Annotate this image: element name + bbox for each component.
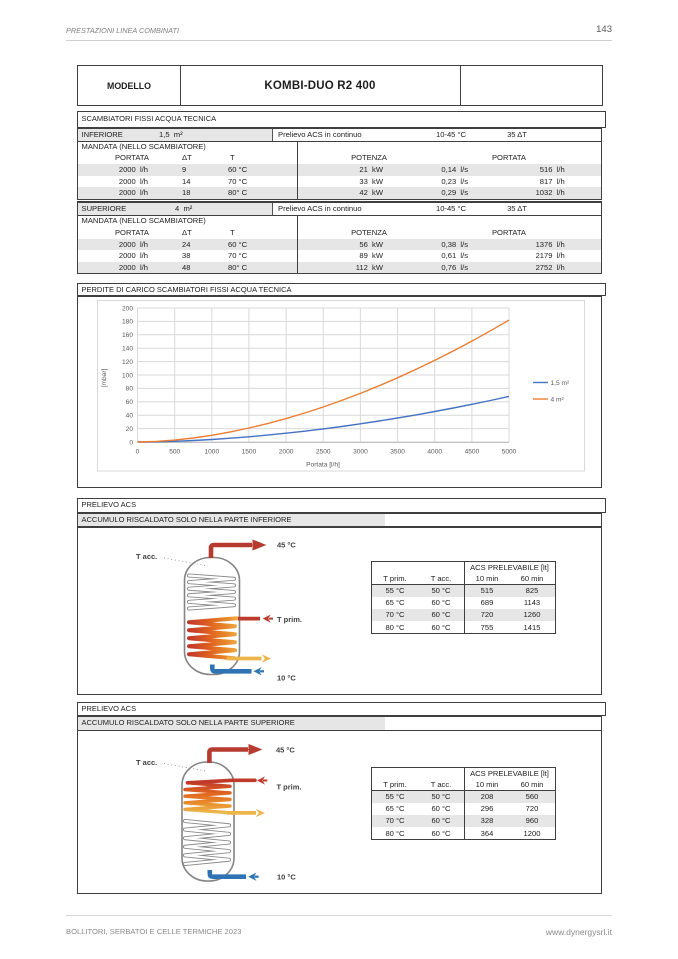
svg-text:T acc.: T acc. (136, 552, 157, 561)
svg-text:120: 120 (122, 359, 133, 366)
svg-text:4 m²: 4 m² (551, 397, 565, 404)
svg-text:200: 200 (122, 305, 133, 312)
svg-text:T prim.: T prim. (277, 614, 302, 623)
svg-text:Portata [l/h]: Portata [l/h] (306, 462, 340, 469)
svg-text:140: 140 (122, 346, 133, 353)
svg-text:1500: 1500 (242, 449, 257, 456)
svg-text:T prim.: T prim. (277, 783, 302, 792)
svg-text:5000: 5000 (502, 449, 517, 456)
svg-text:45 °C: 45 °C (277, 540, 296, 549)
svg-text:2500: 2500 (316, 449, 331, 456)
svg-text:500: 500 (169, 449, 180, 456)
svg-text:20: 20 (126, 426, 134, 433)
svg-text:180: 180 (122, 319, 133, 326)
svg-text:10 °C: 10 °C (277, 673, 296, 682)
svg-text:4000: 4000 (427, 449, 442, 456)
svg-text:0: 0 (136, 449, 140, 456)
svg-text:10 °C: 10 °C (277, 872, 296, 881)
svg-text:0: 0 (129, 439, 133, 446)
svg-text:4500: 4500 (465, 449, 480, 456)
svg-text:3000: 3000 (353, 449, 368, 456)
svg-text:T acc.: T acc. (136, 758, 157, 767)
svg-text:80: 80 (126, 386, 134, 393)
svg-text:2000: 2000 (279, 449, 294, 456)
svg-text:100: 100 (122, 372, 133, 379)
svg-text:45 °C: 45 °C (276, 746, 295, 755)
svg-text:60: 60 (126, 399, 134, 406)
svg-text:160: 160 (122, 332, 133, 339)
svg-text:1,5 m²: 1,5 m² (551, 380, 570, 387)
svg-text:40: 40 (126, 413, 134, 420)
svg-text:3500: 3500 (390, 449, 405, 456)
svg-text:1000: 1000 (204, 449, 219, 456)
svg-text:[mbar]: [mbar] (101, 368, 108, 387)
